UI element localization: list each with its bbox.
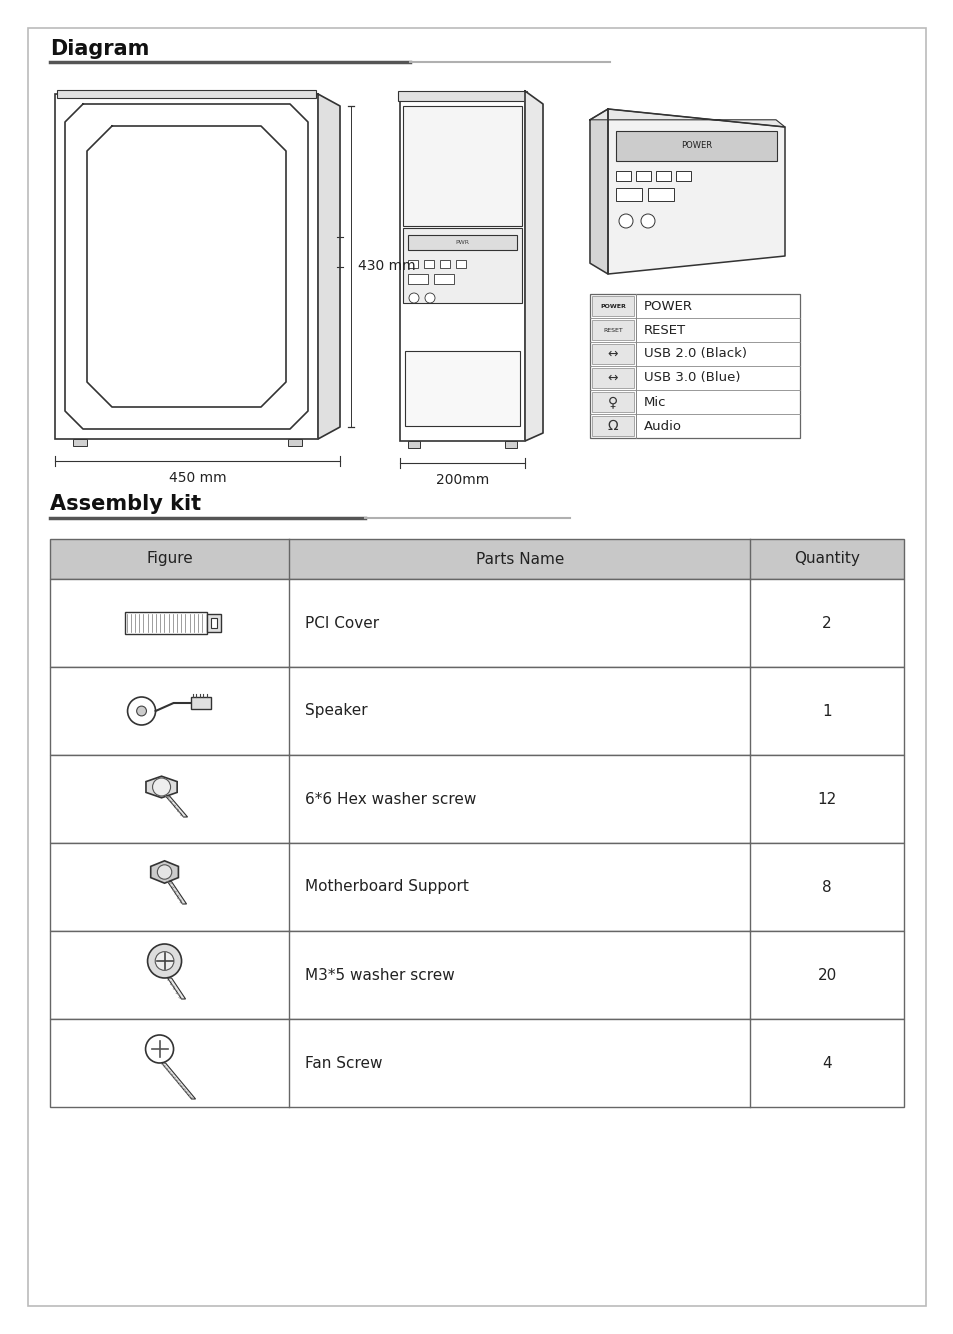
Circle shape xyxy=(146,1035,173,1063)
Bar xyxy=(408,235,517,249)
Text: 4: 4 xyxy=(821,1055,831,1070)
Bar xyxy=(647,188,673,201)
Text: PCI Cover: PCI Cover xyxy=(305,615,379,631)
Circle shape xyxy=(409,293,418,303)
Text: 1: 1 xyxy=(821,703,831,719)
Bar xyxy=(592,368,634,388)
Circle shape xyxy=(152,778,171,796)
Bar xyxy=(423,260,434,268)
Text: 450 mm: 450 mm xyxy=(169,471,226,486)
Bar xyxy=(408,273,428,284)
Circle shape xyxy=(640,213,655,228)
Text: Mic: Mic xyxy=(643,395,666,408)
Text: RESET: RESET xyxy=(602,328,622,332)
Bar xyxy=(408,442,419,448)
Text: 430 mm: 430 mm xyxy=(357,260,416,273)
Polygon shape xyxy=(168,978,186,999)
Bar xyxy=(402,105,521,225)
Bar xyxy=(592,296,634,316)
Circle shape xyxy=(157,864,172,879)
Text: Ω: Ω xyxy=(607,419,618,434)
Bar xyxy=(616,131,776,161)
Polygon shape xyxy=(168,882,187,904)
Bar xyxy=(616,171,630,181)
Circle shape xyxy=(424,293,435,303)
Bar xyxy=(211,618,216,628)
Text: ↔: ↔ xyxy=(607,371,618,384)
Text: 2: 2 xyxy=(821,615,831,631)
Polygon shape xyxy=(166,796,188,816)
Bar xyxy=(656,171,670,181)
Text: RESET: RESET xyxy=(643,324,685,336)
Circle shape xyxy=(148,944,181,978)
Bar xyxy=(434,273,454,284)
Text: USB 3.0 (Blue): USB 3.0 (Blue) xyxy=(643,371,740,384)
Bar xyxy=(50,667,903,755)
Bar xyxy=(50,755,903,843)
Text: Assembly kit: Assembly kit xyxy=(50,494,201,514)
Text: Parts Name: Parts Name xyxy=(475,551,563,567)
Text: POWER: POWER xyxy=(643,300,692,312)
Circle shape xyxy=(618,213,633,228)
Polygon shape xyxy=(589,109,607,273)
Text: Figure: Figure xyxy=(146,551,193,567)
Text: 12: 12 xyxy=(817,791,836,807)
Bar xyxy=(50,931,903,1019)
Text: Quantity: Quantity xyxy=(793,551,860,567)
Text: Speaker: Speaker xyxy=(305,703,367,719)
Circle shape xyxy=(136,706,147,716)
Bar xyxy=(57,89,315,97)
Bar xyxy=(589,293,800,438)
Bar xyxy=(676,171,690,181)
Polygon shape xyxy=(524,91,542,442)
Polygon shape xyxy=(589,109,784,127)
Bar xyxy=(616,188,641,201)
Text: ↔: ↔ xyxy=(607,347,618,360)
Text: POWER: POWER xyxy=(599,304,625,308)
Circle shape xyxy=(155,951,173,970)
Bar xyxy=(405,351,519,426)
Bar xyxy=(408,260,417,268)
Bar xyxy=(402,228,521,303)
Bar xyxy=(397,91,526,101)
Text: USB 2.0 (Black): USB 2.0 (Black) xyxy=(643,347,746,360)
Bar xyxy=(50,1019,903,1107)
Text: Motherboard Support: Motherboard Support xyxy=(305,879,469,895)
Text: Audio: Audio xyxy=(643,419,681,432)
Bar xyxy=(50,843,903,931)
Text: M3*5 washer screw: M3*5 washer screw xyxy=(305,967,455,983)
Polygon shape xyxy=(607,109,784,273)
Text: POWER: POWER xyxy=(680,141,711,151)
Bar xyxy=(592,416,634,436)
Circle shape xyxy=(128,696,155,724)
Bar xyxy=(50,539,903,579)
Text: Diagram: Diagram xyxy=(50,39,150,59)
Text: Fan Screw: Fan Screw xyxy=(305,1055,382,1070)
Text: 8: 8 xyxy=(821,879,831,895)
Polygon shape xyxy=(151,860,178,883)
Text: PWR: PWR xyxy=(455,240,469,244)
Polygon shape xyxy=(146,776,177,798)
Bar xyxy=(399,96,524,442)
Bar xyxy=(592,344,634,364)
Bar xyxy=(50,579,903,667)
Polygon shape xyxy=(161,1063,195,1099)
Bar xyxy=(55,93,317,439)
Bar xyxy=(73,439,87,446)
Bar xyxy=(504,442,517,448)
Bar xyxy=(439,260,450,268)
Bar xyxy=(456,260,465,268)
Bar xyxy=(207,614,220,632)
Bar xyxy=(592,320,634,340)
Bar xyxy=(288,439,302,446)
Bar xyxy=(191,696,211,708)
Text: 20: 20 xyxy=(817,967,836,983)
Polygon shape xyxy=(317,93,339,439)
Text: ♀: ♀ xyxy=(607,395,618,410)
Bar xyxy=(125,612,207,634)
Bar xyxy=(636,171,650,181)
Bar xyxy=(592,392,634,412)
Text: 6*6 Hex washer screw: 6*6 Hex washer screw xyxy=(305,791,476,807)
Text: 200mm: 200mm xyxy=(436,474,489,487)
